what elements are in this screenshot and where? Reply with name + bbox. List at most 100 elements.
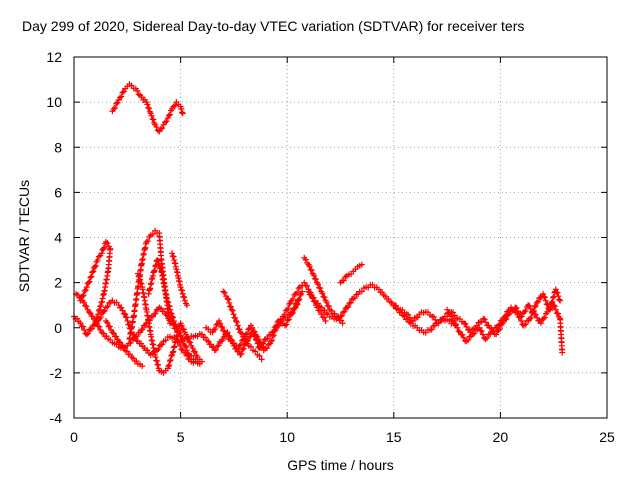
data-point-fill [155, 261, 162, 268]
y-tick-label: 2 [54, 275, 62, 291]
data-point-fill [111, 104, 118, 111]
plot-frame [73, 56, 608, 419]
data-point-fill [506, 307, 513, 314]
data-point-fill [428, 326, 435, 333]
data-point [175, 329, 182, 336]
data-point-fill [229, 307, 236, 314]
data-point [179, 110, 186, 117]
data-point [450, 317, 457, 324]
data-point-fill [155, 346, 162, 353]
data-point [205, 338, 212, 345]
data-point-fill [528, 314, 535, 321]
data-point-fill [547, 305, 554, 312]
data-point-fill [83, 303, 90, 310]
data-point-fill [532, 311, 539, 318]
data-point [476, 324, 483, 331]
data-point-fill [179, 109, 186, 116]
data-point-fill [552, 306, 559, 313]
data-point-fill [549, 294, 556, 301]
data-point-fill [256, 352, 263, 359]
data-point [139, 363, 146, 370]
data-point-fill [496, 321, 503, 328]
data-point-fill [95, 311, 102, 318]
data-point-fill [152, 263, 159, 270]
data-point-fill [549, 298, 556, 305]
data-point-fill [165, 112, 172, 119]
y-tick-label: 10 [46, 94, 62, 110]
data-point-fill [155, 361, 162, 368]
data-point-fill [268, 337, 275, 344]
series-arc-b [71, 297, 203, 367]
axis-ticks: 0 5 10 15 20 25 -4 -2 0 2 4 6 8 10 12 [46, 49, 615, 445]
data-point-fill [180, 326, 187, 333]
data-point [98, 250, 105, 257]
data-point-fill [517, 314, 524, 321]
data-point-fill [215, 342, 222, 349]
y-tick-label: 0 [54, 320, 62, 336]
series-arc-q [444, 286, 564, 345]
data-point-fill [219, 324, 226, 331]
data-point [501, 313, 508, 320]
data-point-fill [162, 337, 169, 344]
data-point-fill [179, 287, 186, 294]
data-point-fill [347, 299, 354, 306]
data-point-fill [240, 345, 247, 352]
data-point-fill [449, 316, 456, 323]
data-point [358, 261, 365, 268]
data-point-fill [117, 339, 124, 346]
data-point-fill [345, 303, 352, 310]
data-point-fill [168, 352, 175, 359]
data-point-fill [138, 280, 145, 287]
data-point-fill [182, 331, 189, 338]
y-tick-label: 12 [46, 49, 62, 65]
data-point-fill [151, 268, 158, 275]
x-tick-label: 15 [386, 429, 402, 445]
data-point-fill [351, 294, 358, 301]
data-point-fill [178, 346, 185, 353]
data-point-fill [534, 314, 541, 321]
data-point-fill [178, 105, 185, 112]
data-point [85, 308, 92, 315]
data-point [183, 302, 190, 309]
data-point-fill [233, 319, 240, 326]
data-point-fill [165, 299, 172, 306]
data-point-fill [281, 311, 288, 318]
data-point-fill [238, 350, 245, 357]
data-point [339, 320, 346, 327]
data-point-fill [463, 323, 470, 330]
data-point-fill [249, 324, 256, 331]
data-point-fill [104, 303, 111, 310]
data-point-fill [167, 306, 174, 313]
data-point-fill [289, 309, 296, 316]
data-point-fill [291, 291, 298, 298]
data-point-fill [118, 304, 125, 311]
data-point-fill [95, 307, 102, 314]
data-point-fill [188, 352, 195, 359]
data-point-fill [550, 293, 557, 300]
data-point-fill [296, 296, 303, 303]
data-point-fill [283, 321, 290, 328]
data-point [493, 331, 500, 338]
data-point-fill [534, 298, 541, 305]
data-point-fill [294, 289, 301, 296]
data-point-fill [166, 111, 173, 118]
data-point-fill [226, 299, 233, 306]
data-point [233, 317, 240, 324]
data-point-fill [157, 265, 164, 272]
data-point-fill [163, 118, 170, 125]
data-point-fill [297, 291, 304, 298]
y-tick-label: -4 [50, 410, 63, 426]
data-point [179, 290, 186, 297]
data-point-fill [135, 272, 142, 279]
data-point-fill [120, 88, 127, 95]
data-point-fill [119, 89, 126, 96]
data-point-fill [151, 267, 158, 274]
data-point [162, 290, 169, 297]
data-point [258, 356, 265, 363]
data-point [237, 351, 244, 358]
data-point-fill [113, 333, 120, 340]
data-point [100, 290, 107, 297]
data-point-fill [152, 354, 159, 361]
data-point-fill [189, 345, 196, 352]
